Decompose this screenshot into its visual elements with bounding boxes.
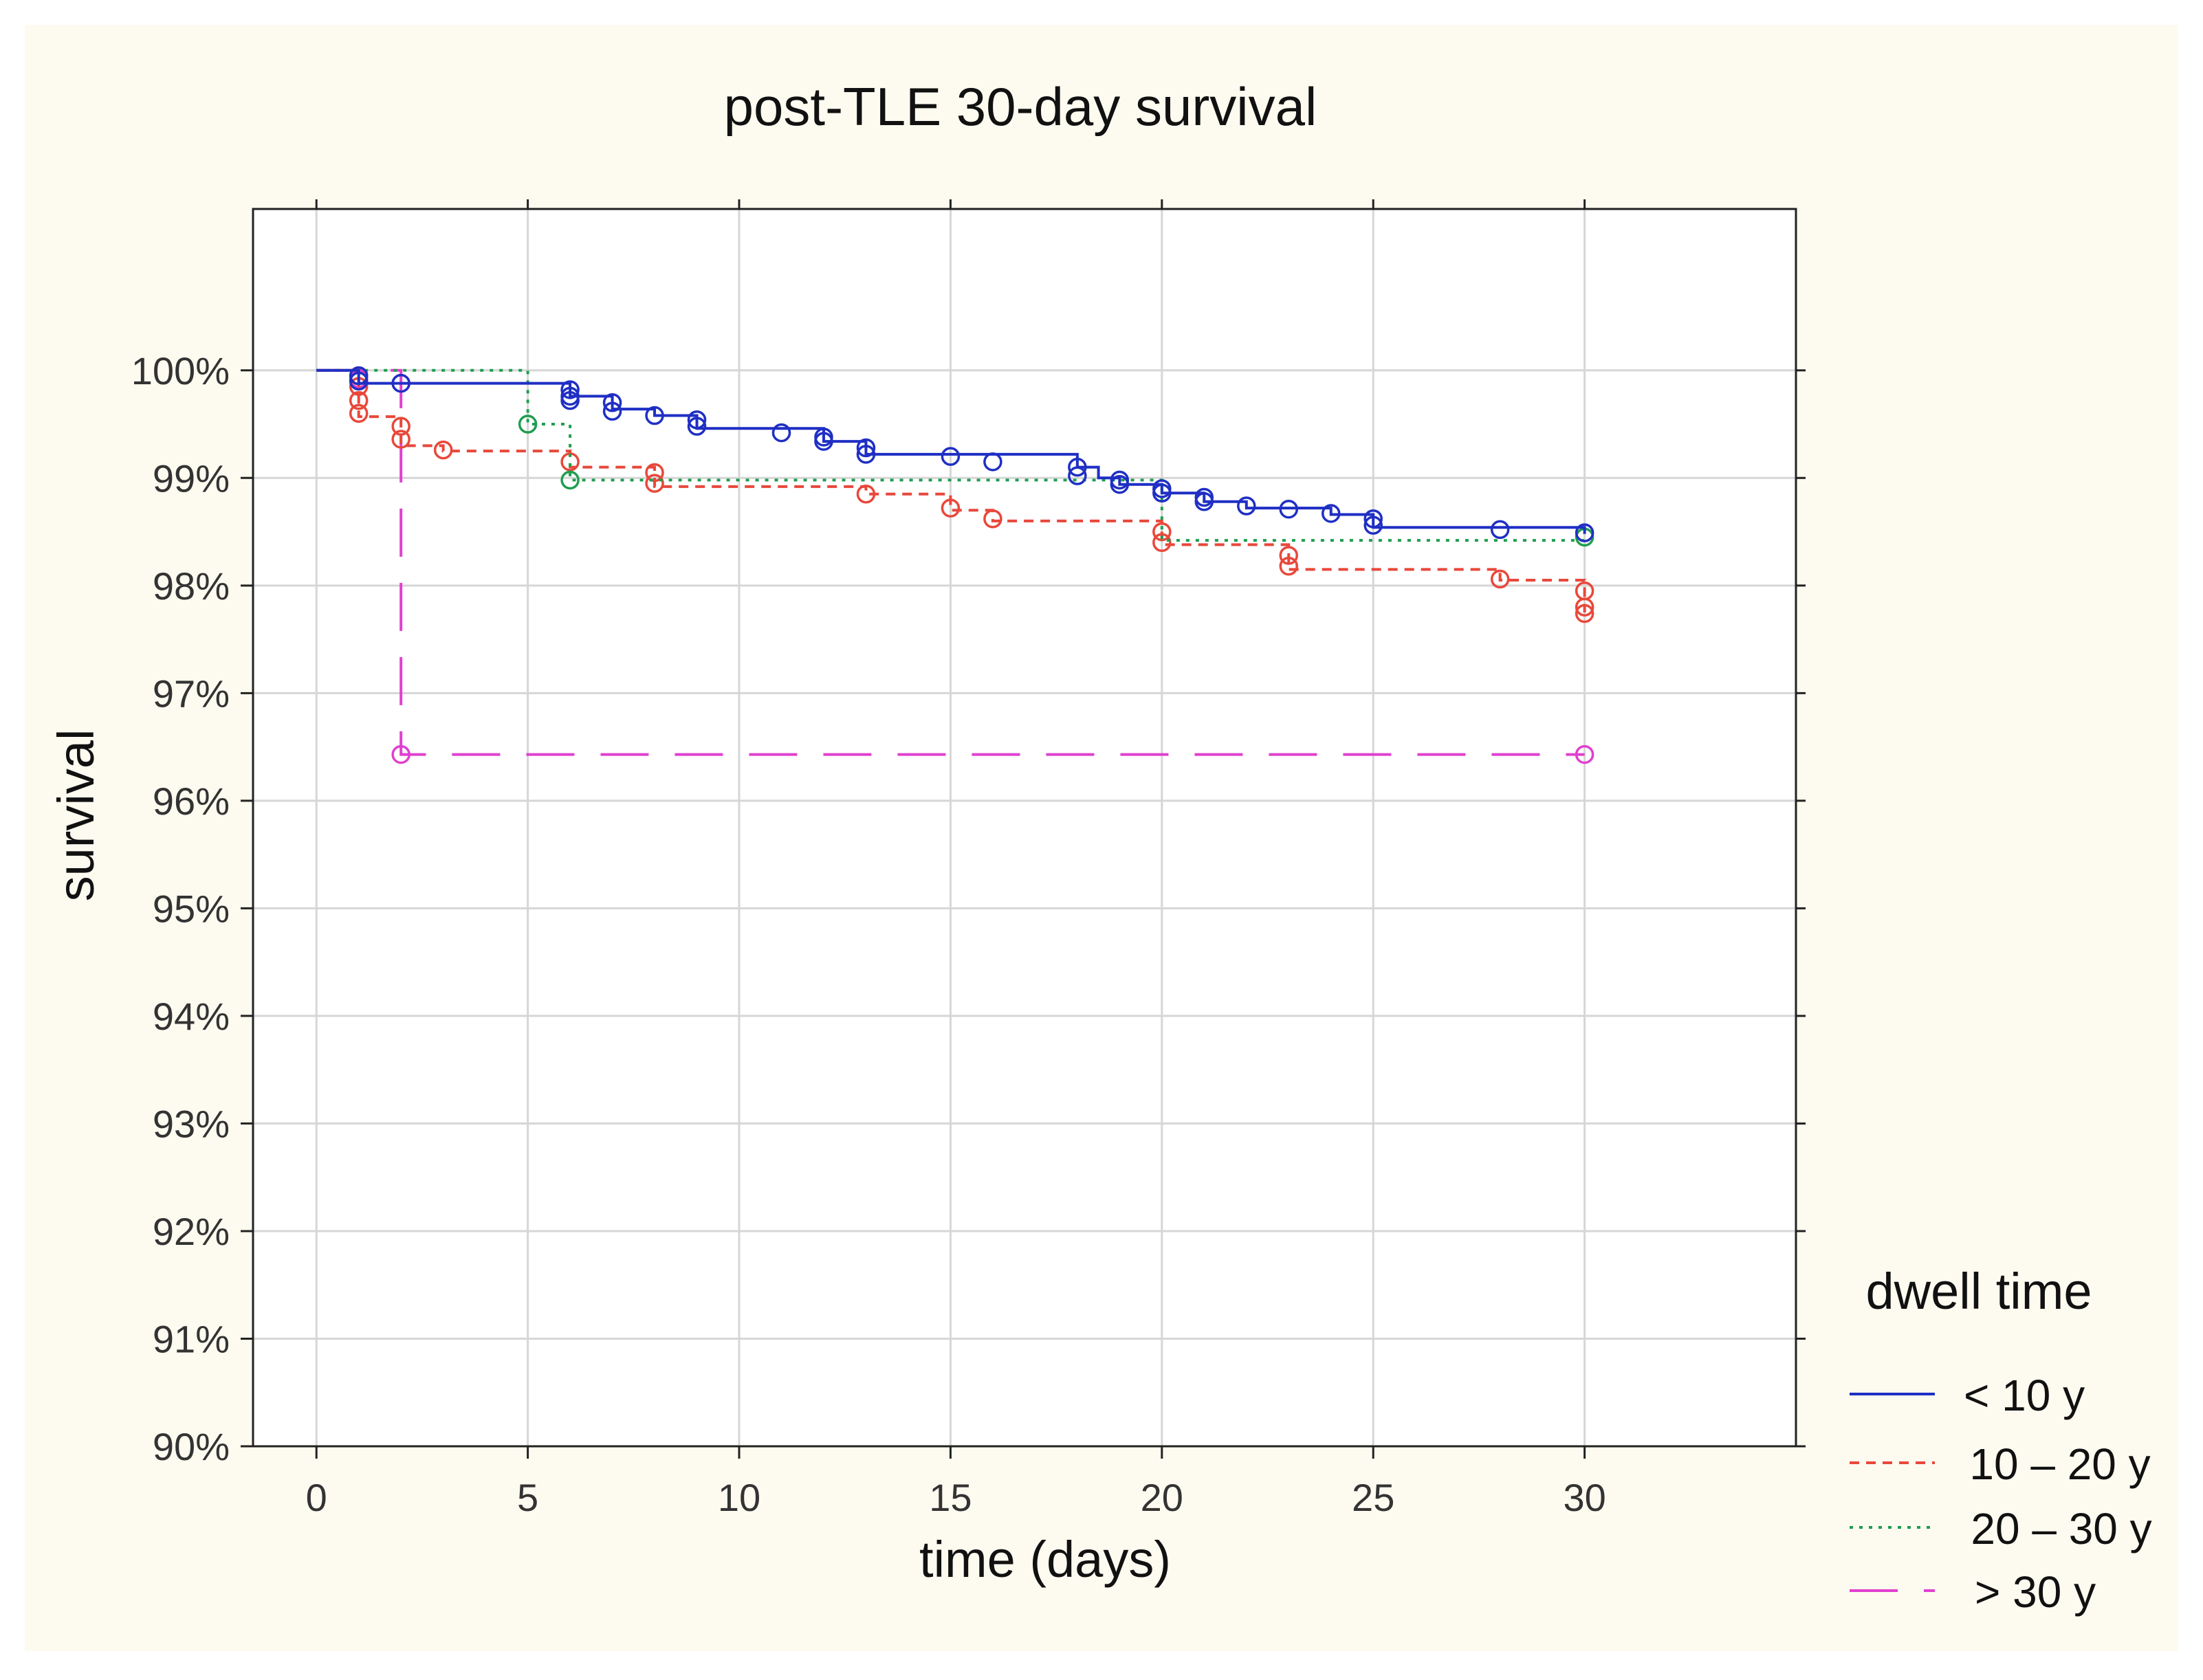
grid-lines (253, 209, 1796, 1446)
y-tick-label: 96% (153, 780, 230, 823)
censor-marker (983, 509, 1002, 529)
censor-marker (560, 390, 580, 410)
figure-frame: post-TLE 30-day survival 0 5 10 15 20 25 30 90%… (25, 25, 2178, 1651)
censor-marker (941, 498, 961, 518)
y-tick-label: 95% (153, 887, 230, 930)
y-tick-label: 94% (153, 995, 230, 1038)
plot-area (253, 209, 1796, 1446)
censor-marker (602, 401, 622, 421)
x-tick-label: 5 (517, 1476, 538, 1519)
x-tick-label: 15 (929, 1476, 972, 1519)
censor-marker (1575, 597, 1594, 617)
y-tick-label: 90% (153, 1425, 230, 1468)
censor-marker (391, 744, 410, 764)
censor-marker (856, 485, 876, 504)
censor-marker (1575, 744, 1594, 764)
censor-marker (391, 417, 410, 436)
censor-marker (1068, 457, 1087, 477)
y-tick-label: 98% (153, 564, 230, 608)
legend-label: 20 – 30 y (1971, 1504, 2151, 1554)
censor-marker (856, 438, 876, 458)
censor-marker (349, 371, 369, 391)
censor-marker (1363, 509, 1383, 529)
censor-marker (1490, 520, 1510, 540)
y-tick-label: 97% (153, 672, 230, 715)
censor-marker (1110, 474, 1130, 494)
x-axis-title: time (days) (919, 1531, 1171, 1588)
survival-chart: post-TLE 30-day survival 0 5 10 15 20 25 30 90%… (25, 25, 2178, 1651)
y-tick-label: 99% (153, 456, 230, 500)
x-tick-label: 30 (1563, 1476, 1605, 1519)
censor-marker (1575, 523, 1594, 542)
censor-marker (1321, 504, 1341, 523)
censor-marker (391, 373, 410, 393)
censor-marker (645, 474, 664, 493)
y-axis-title: survival (47, 729, 105, 902)
censor-marker (645, 463, 664, 483)
censor-marker (771, 423, 791, 443)
censor-marker (1279, 499, 1298, 519)
censor-marker (349, 390, 369, 410)
censor-marker (560, 470, 580, 490)
censor-marker (983, 452, 1002, 472)
y-tick-label: 100% (131, 349, 230, 393)
legend-label: < 10 y (1964, 1371, 2085, 1420)
series-1 (316, 366, 1594, 623)
legend-label: 10 – 20 y (1969, 1439, 2150, 1489)
legend-title: dwell time (1866, 1263, 2092, 1320)
legend: dwell time < 10 y 10 – 20 y 20 – 30 y > 30 … (1850, 1263, 2152, 1617)
censor-marker (1279, 546, 1298, 565)
censor-marker (941, 447, 961, 466)
censor-marker (518, 415, 538, 434)
censor-marker (1237, 496, 1256, 516)
censor-marker (814, 432, 833, 451)
legend-label: > 30 y (1975, 1567, 2096, 1617)
censor-marker (645, 406, 664, 425)
plot-border (252, 208, 1797, 1448)
censor-marker (349, 404, 369, 423)
censor-marker (433, 440, 453, 460)
censor-marker (560, 380, 580, 399)
censor-marker (1194, 491, 1214, 511)
x-tick-label: 0 (306, 1476, 327, 1519)
censor-marker (1490, 569, 1510, 589)
y-tick-label: 92% (153, 1210, 230, 1253)
censor-marker (687, 417, 707, 436)
censor-marker (560, 452, 580, 472)
censor-marker (1068, 466, 1087, 485)
chart-title: post-TLE 30-day survival (724, 76, 1317, 137)
axis-ticks: 0 5 10 15 20 25 30 90% 91% 92% 93% 94% 95% 96% 97% 98% 9… (131, 199, 1806, 1519)
censor-marker (1152, 483, 1172, 502)
x-tick-label: 10 (718, 1476, 760, 1519)
censor-marker (391, 430, 410, 449)
censor-marker (1152, 533, 1172, 552)
series-layer (316, 366, 1594, 764)
censor-marker (602, 393, 622, 412)
x-tick-label: 20 (1141, 1476, 1183, 1519)
censor-marker (856, 445, 876, 464)
x-tick-label: 25 (1352, 1476, 1394, 1519)
censor-marker (1363, 516, 1383, 535)
series-0 (316, 366, 1594, 542)
censor-marker (1575, 604, 1594, 623)
censor-marker (349, 366, 369, 386)
y-tick-label: 91% (153, 1317, 230, 1360)
censor-marker (1152, 522, 1172, 542)
censor-marker (1279, 556, 1298, 576)
censor-marker (687, 410, 707, 430)
y-tick-label: 93% (153, 1102, 230, 1145)
